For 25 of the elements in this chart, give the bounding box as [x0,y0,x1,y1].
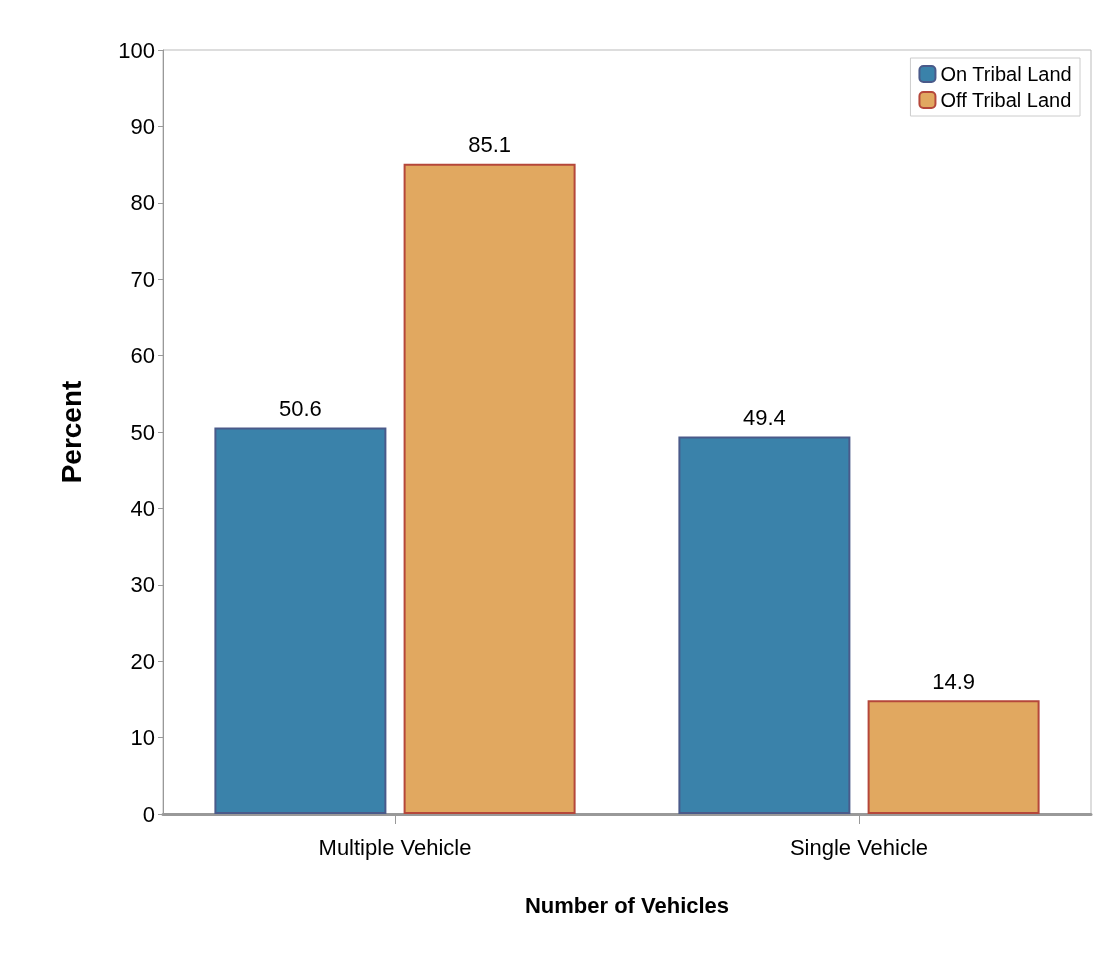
bar [678,436,851,814]
x-tick-label: Single Vehicle [789,834,929,860]
y-axis-title: Percent [55,380,87,484]
data-label: 50.6 [278,395,322,421]
y-tick-label: 40 [130,495,155,521]
y-tick-label: 80 [130,190,155,216]
x-axis-title: Number of Vehicles [524,892,730,918]
y-tick-label: 100 [118,37,155,63]
x-tick-label: Multiple Vehicle [318,834,472,860]
y-tick-label: 70 [130,266,155,292]
legend-label: Off Tribal Land [940,89,1072,111]
y-tick-label: 50 [130,419,155,445]
legend-label: On Tribal Land [940,63,1072,85]
data-label: 49.4 [742,405,786,431]
bar [214,427,387,814]
y-tick-label: 60 [130,343,155,369]
y-tick-label: 20 [130,648,155,674]
data-label: 85.1 [468,132,512,158]
bar [403,163,576,814]
y-tick-label: 10 [130,725,155,751]
data-label: 14.9 [932,668,976,694]
y-tick-label: 30 [130,572,155,598]
bar [867,700,1040,814]
y-tick-label: 0 [142,801,155,827]
y-tick-label: 90 [130,113,155,139]
